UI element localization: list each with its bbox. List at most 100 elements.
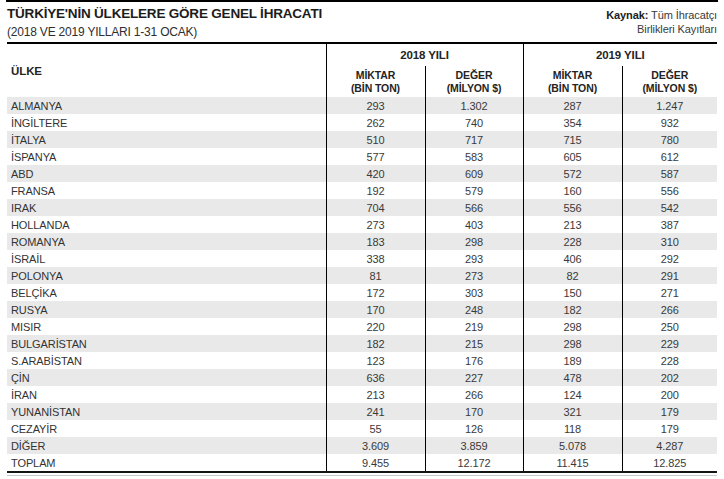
source-text-1: Tüm İhracatçı [648,9,717,21]
table-row: DİĞER 3.609 3.859 5.078 4.287 [7,437,717,454]
source-line-1: Kaynak: Tüm İhracatçı [606,8,717,22]
val-2019-cell: 780 [622,131,717,148]
qty-2018-cell: 183 [326,233,425,250]
page-title: TÜRKİYE'NİN ÜLKELERE GÖRE GENEL İHRACATI [7,7,322,22]
val-2018-cell: 12.172 [425,454,523,472]
val-2018-cell: 566 [425,199,523,216]
qty-2018-cell: 262 [326,114,425,131]
country-cell: TOPLAM [7,454,326,472]
val-2019-cell: 250 [622,318,717,335]
val-2019-cell: 4.287 [622,437,717,454]
country-cell: İSRAİL [7,250,326,267]
val-2018-cell: 303 [425,284,523,301]
table-row: BELÇİKA 172 303 150 271 [7,284,717,301]
country-cell: POLONYA [7,267,326,284]
column-group-2019: 2019 YILI [523,43,717,66]
country-cell: BULGARİSTAN [7,335,326,352]
table-row: ÇİN 636 227 478 202 [7,369,717,386]
val-2018-cell: 176 [425,352,523,369]
masthead: TÜRKİYE'NİN ÜLKELERE GÖRE GENEL İHRACATI… [7,7,717,39]
table-row: ROMANYA 183 298 228 310 [7,233,717,250]
val-label: DEĞER [426,69,523,82]
qty-2019-cell: 82 [523,267,622,284]
qty-label: MİKTAR [327,69,425,82]
qty-2018-cell: 293 [326,97,425,114]
qty-2018-cell: 192 [326,182,425,199]
country-cell: CEZAYİR [7,420,326,437]
val-2019-cell: 179 [622,403,717,420]
qty-unit-label: (BİN TON) [327,82,425,95]
country-cell: ALMANYA [7,97,326,114]
val-2019-cell: 228 [622,352,717,369]
val-2018-cell: 219 [425,318,523,335]
table-row: İNGİLTERE 262 740 354 932 [7,114,717,131]
val-2019-cell: 1.247 [622,97,717,114]
val-2018-cell: 170 [425,403,523,420]
qty-2018-cell: 273 [326,216,425,233]
title-block: TÜRKİYE'NİN ÜLKELERE GÖRE GENEL İHRACATI… [7,7,322,39]
qty-2018-cell: 338 [326,250,425,267]
column-header-val-2019: DEĞER (MİLYON $) [622,66,717,97]
val-unit-label: (MİLYON $) [623,82,718,95]
country-cell: ÇİN [7,369,326,386]
val-2018-cell: 215 [425,335,523,352]
qty-2018-cell: 636 [326,369,425,386]
table-row: S.ARABİSTAN 123 176 189 228 [7,352,717,369]
column-header-qty-2019: MİKTAR (BİN TON) [523,66,622,97]
infographic-canvas: TÜRKİYE'NİN ÜLKELERE GÖRE GENEL İHRACATI… [0,0,724,479]
val-2019-cell: 266 [622,301,717,318]
table-row: MISIR 220 219 298 250 [7,318,717,335]
table-row: POLONYA 81 273 82 291 [7,267,717,284]
table-row: İSRAİL 338 293 406 292 [7,250,717,267]
qty-2019-cell: 160 [523,182,622,199]
qty-2019-cell: 556 [523,199,622,216]
qty-2019-cell: 298 [523,335,622,352]
qty-2018-cell: 55 [326,420,425,437]
qty-2019-cell: 605 [523,148,622,165]
val-2019-cell: 542 [622,199,717,216]
val-2019-cell: 291 [622,267,717,284]
qty-2019-cell: 715 [523,131,622,148]
val-2018-cell: 298 [425,233,523,250]
val-2019-cell: 292 [622,250,717,267]
val-2019-cell: 612 [622,148,717,165]
qty-2018-cell: 123 [326,352,425,369]
val-2018-cell: 403 [425,216,523,233]
val-2018-cell: 227 [425,369,523,386]
table-row: RUSYA 170 248 182 266 [7,301,717,318]
country-cell: ROMANYA [7,233,326,250]
country-cell: RUSYA [7,301,326,318]
val-2019-cell: 229 [622,335,717,352]
val-2018-cell: 1.302 [425,97,523,114]
top-rule [6,0,718,2]
column-group-2018: 2018 YILI [326,43,523,66]
table-row: CEZAYİR 55 126 118 179 [7,420,717,437]
column-header-country: ÜLKE [7,43,326,97]
val-2019-cell: 179 [622,420,717,437]
qty-2018-cell: 577 [326,148,425,165]
table-row: HOLLANDA 273 403 213 387 [7,216,717,233]
table-row: BULGARİSTAN 182 215 298 229 [7,335,717,352]
qty-2018-cell: 3.609 [326,437,425,454]
table-row: ALMANYA 293 1.302 287 1.247 [7,97,717,114]
qty-2018-cell: 510 [326,131,425,148]
qty-2019-cell: 321 [523,403,622,420]
source-note: Kaynak: Tüm İhracatçı Birlikleri Kayıtla… [606,8,717,37]
qty-2019-cell: 189 [523,352,622,369]
val-2018-cell: 273 [425,267,523,284]
country-cell: IRAK [7,199,326,216]
val-2019-cell: 271 [622,284,717,301]
val-2018-cell: 717 [425,131,523,148]
qty-2019-cell: 5.078 [523,437,622,454]
val-2018-cell: 293 [425,250,523,267]
country-cell: İNGİLTERE [7,114,326,131]
source-label: Kaynak: [606,9,648,21]
qty-label: MİKTAR [524,69,622,82]
val-2019-cell: 932 [622,114,717,131]
country-cell: YUNANİSTAN [7,403,326,420]
qty-2018-cell: 420 [326,165,425,182]
table-row: İTALYA 510 717 715 780 [7,131,717,148]
table-row: İSPANYA 577 583 605 612 [7,148,717,165]
column-header-qty-2018: MİKTAR (BİN TON) [326,66,425,97]
qty-2018-cell: 81 [326,267,425,284]
